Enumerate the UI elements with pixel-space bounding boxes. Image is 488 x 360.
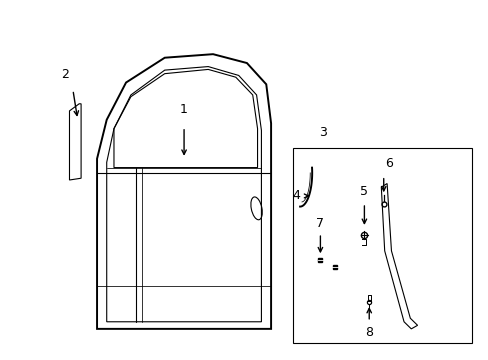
Text: 3: 3 [318,126,326,139]
Text: 6: 6 [384,157,392,170]
Text: 8: 8 [365,327,372,339]
Text: 4: 4 [292,189,300,202]
Text: 2: 2 [61,68,68,81]
Text: 7: 7 [316,217,324,230]
Text: 1: 1 [180,103,187,116]
Text: 5: 5 [360,185,367,198]
Bar [292,148,471,343]
